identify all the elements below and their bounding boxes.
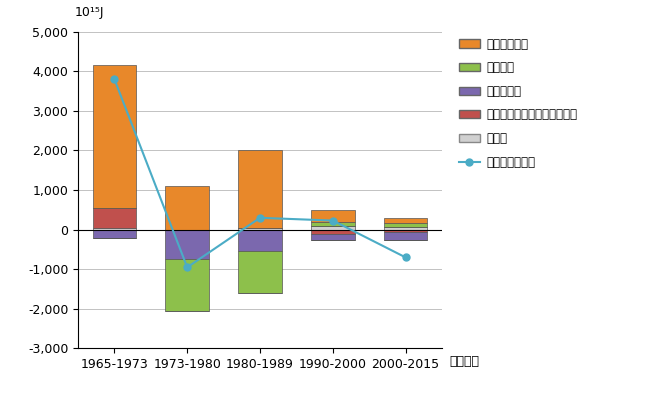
Text: （年度）: （年度） — [449, 355, 479, 368]
Bar — [384, 232, 428, 240]
Bar — [311, 230, 355, 234]
Text: 10¹⁵J: 10¹⁵J — [74, 6, 104, 19]
Bar — [384, 218, 428, 223]
Bar — [92, 65, 136, 208]
Bar — [238, 228, 282, 230]
Bar — [384, 230, 428, 232]
Bar — [92, 230, 136, 238]
Bar — [165, 259, 209, 311]
Bar — [311, 234, 355, 240]
Bar — [311, 222, 355, 226]
Bar — [311, 210, 355, 222]
Bar — [165, 186, 209, 230]
Bar — [92, 228, 136, 230]
Bar — [384, 227, 428, 230]
Bar — [238, 150, 282, 228]
Bar — [238, 230, 282, 251]
Legend: 生産指数要因, 構造要因, 原単位要因, 他製造業消費、重複補正要因, 交絡項, エネルギー増減: 生産指数要因, 構造要因, 原単位要因, 他製造業消費、重複補正要因, 交絡項,… — [459, 38, 577, 169]
Bar — [165, 230, 209, 259]
Bar — [238, 251, 282, 293]
Bar — [92, 208, 136, 228]
Bar — [384, 223, 428, 227]
Bar — [311, 226, 355, 230]
